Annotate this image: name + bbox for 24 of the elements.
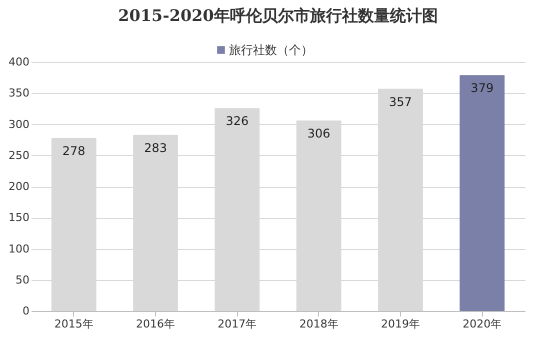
- bar: [460, 75, 505, 311]
- y-tick-label: 50: [16, 273, 30, 286]
- x-tick-label: 2020年: [462, 318, 502, 330]
- y-tick-label: 100: [8, 242, 30, 256]
- y-tick-label: 300: [8, 118, 30, 131]
- chart-title: 2015-2020年呼伦贝尔市旅行社数量统计图: [118, 6, 438, 25]
- y-tick-label: 200: [8, 180, 30, 193]
- x-tick-label: 2017年: [218, 318, 257, 330]
- legend-label: 旅行社数（个）: [229, 43, 313, 57]
- y-tick-label: 400: [8, 56, 30, 68]
- data-label: 283: [144, 140, 167, 155]
- x-tick-label: 2019年: [380, 318, 420, 330]
- y-tick-label: 0: [22, 304, 30, 318]
- data-label: 357: [389, 94, 412, 109]
- y-tick-label: 350: [8, 86, 30, 100]
- data-label: 326: [226, 114, 249, 128]
- x-tick-label: 2018年: [299, 318, 338, 330]
- data-label: 379: [470, 81, 494, 96]
- y-tick-label: 250: [8, 148, 30, 162]
- x-tick-label: 2016年: [136, 318, 176, 330]
- data-label: 278: [62, 144, 86, 158]
- data-label: 306: [307, 126, 330, 141]
- x-tick-label: 2015年: [54, 318, 94, 330]
- y-tick-label: 150: [8, 211, 30, 224]
